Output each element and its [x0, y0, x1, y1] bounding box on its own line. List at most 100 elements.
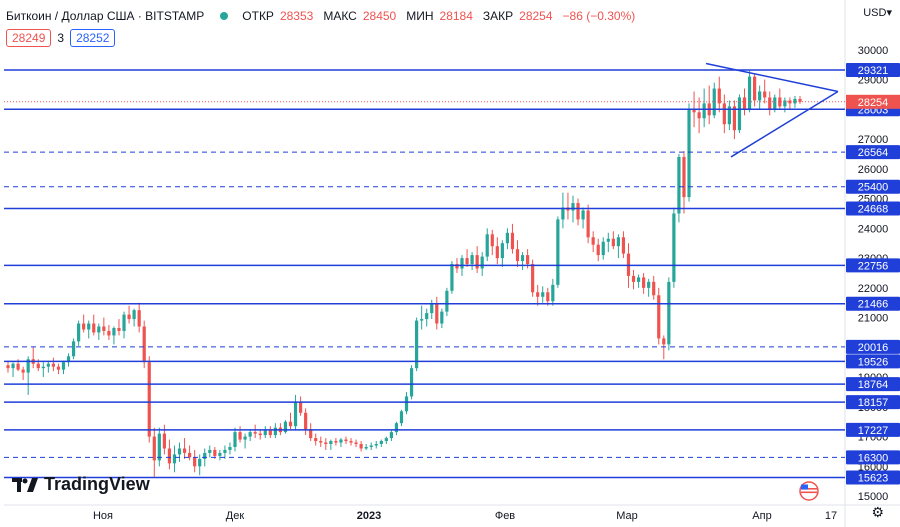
candle-body — [228, 446, 232, 450]
candle-body — [263, 430, 267, 436]
candle-body — [788, 100, 792, 104]
x-tick-label: Ноя — [93, 510, 113, 522]
level-price-tag — [846, 354, 900, 369]
candle-body — [531, 264, 535, 293]
currency-label: USD — [863, 7, 887, 19]
candle-body — [702, 103, 706, 119]
quote-panel: 28249 3 28252 — [6, 29, 116, 47]
candle-body — [127, 314, 131, 320]
candle-body — [71, 341, 76, 357]
candle-body — [672, 213, 676, 282]
y-tick-label: 22000 — [858, 283, 889, 295]
gear-icon[interactable]: ⚙ — [871, 504, 884, 520]
symbol-title[interactable]: Биткоин / Доллар США · BITSTAMP — [6, 9, 205, 23]
candle-body — [783, 100, 787, 107]
candle-body — [41, 366, 45, 369]
x-tick-label: Фев — [495, 510, 515, 522]
level-price-label: 18157 — [858, 397, 889, 409]
candle-body — [525, 255, 530, 265]
triangle-lower-line — [730, 90, 839, 158]
candle-body — [137, 310, 141, 327]
candle-body — [450, 264, 454, 291]
candle-body — [36, 363, 40, 369]
candle-body — [288, 421, 293, 427]
candle-body — [203, 452, 207, 459]
close-value: 28254 — [519, 9, 553, 23]
candle-body — [611, 238, 615, 247]
candle-body — [520, 255, 525, 262]
level-price-tag — [846, 179, 900, 194]
candle-body — [752, 76, 757, 101]
candle-body — [77, 323, 81, 342]
triangle-upper-line — [705, 62, 839, 93]
candle-body — [712, 88, 716, 116]
sell-button[interactable]: 28249 — [6, 29, 52, 47]
candle-body — [586, 210, 590, 238]
candle-body — [445, 290, 449, 312]
candle-body — [293, 402, 298, 427]
candle-body — [243, 436, 247, 440]
candle-body — [515, 249, 520, 262]
currency-selector[interactable]: USD▾ — [863, 7, 892, 19]
candle-body — [722, 103, 726, 125]
candle-body — [561, 207, 565, 220]
candle-body — [571, 203, 575, 211]
candle-body — [253, 432, 257, 434]
candle-body — [56, 366, 61, 370]
candle-body — [742, 97, 747, 110]
y-tick-label: 30000 — [858, 45, 889, 57]
candle-body — [268, 430, 272, 436]
candle-body — [389, 432, 393, 439]
level-price-label: 19526 — [858, 356, 889, 368]
candle-body — [248, 432, 252, 437]
level-price-label: 16300 — [858, 452, 889, 464]
candle-body — [727, 106, 731, 125]
close-label: ЗАКР — [482, 9, 514, 23]
candle-body — [747, 76, 752, 110]
candle-body — [304, 412, 308, 430]
level-price-tag — [846, 258, 900, 273]
candle-body — [435, 304, 439, 324]
y-tick-label: 29000 — [858, 75, 889, 87]
candle-body — [188, 452, 192, 458]
candle-body — [546, 292, 550, 302]
candle-body — [505, 232, 510, 244]
candle-body — [66, 356, 71, 363]
candle-body — [717, 88, 721, 104]
open-value: 28353 — [279, 9, 314, 23]
level-price-tag — [846, 201, 900, 216]
candle-body — [470, 255, 474, 265]
level-price-label: 25400 — [858, 182, 889, 194]
candle-body — [233, 432, 237, 447]
candle-body — [798, 98, 802, 102]
candle-body — [425, 313, 429, 320]
candle-body — [596, 244, 600, 256]
candle-body — [324, 442, 328, 445]
candle-body — [16, 363, 20, 370]
candle-body — [339, 439, 343, 443]
level-price-label: 17227 — [858, 425, 889, 437]
level-price-tag — [846, 395, 900, 410]
y-tick-label: 15000 — [858, 491, 889, 503]
candle-body — [177, 448, 182, 455]
candle-body — [662, 338, 666, 345]
level-price-label: 29321 — [858, 65, 889, 77]
buy-button[interactable]: 28252 — [70, 29, 116, 47]
candle-body — [354, 442, 358, 445]
candle-body — [117, 327, 121, 331]
candle-body — [167, 448, 172, 464]
candle-body — [329, 441, 333, 445]
candle-body — [334, 441, 338, 443]
level-price-label: 20016 — [858, 342, 889, 354]
low-value: 28184 — [439, 9, 473, 23]
candle-body — [485, 234, 489, 257]
y-tick-label: 21000 — [858, 313, 889, 325]
level-price-label: 22756 — [858, 260, 889, 272]
us-flag-icon — [799, 481, 819, 501]
level-price-tag — [846, 470, 900, 485]
candle-body — [26, 359, 30, 373]
candle-body — [87, 323, 91, 330]
candle-body — [404, 396, 409, 412]
level-price-tag — [846, 296, 900, 311]
